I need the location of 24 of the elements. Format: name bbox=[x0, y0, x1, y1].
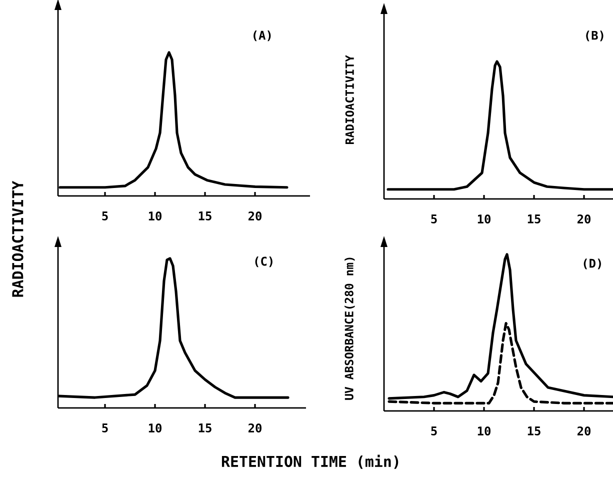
y-axis-title: RADIOACTIVITY bbox=[12, 180, 24, 297]
x-tick-label: 15 bbox=[198, 424, 212, 432]
x-tick-label: 5 bbox=[431, 214, 437, 224]
chart-title: (B) bbox=[586, 30, 604, 42]
chart-title: (D) bbox=[584, 258, 601, 270]
x-tick-label: 20 bbox=[577, 214, 590, 224]
x-tick-label: 15 bbox=[528, 214, 540, 224]
x-tick-label: 20 bbox=[577, 426, 590, 436]
x-tick-label: 10 bbox=[478, 214, 490, 224]
y-axis-title: RADIOACTIVITY bbox=[345, 55, 354, 144]
chart-title: (C) bbox=[255, 256, 272, 268]
x-tick-label: 15 bbox=[198, 212, 212, 220]
x-axis-title: RETENTION TIME (min) bbox=[222, 454, 398, 469]
x-tick-label: 10 bbox=[148, 212, 162, 221]
x-tick-label: 20 bbox=[248, 424, 262, 433]
x-tick-label: 5 bbox=[102, 212, 108, 220]
x-tick-label: 15 bbox=[528, 426, 540, 436]
x-tick-label: 5 bbox=[431, 426, 437, 436]
x-tick-label: 10 bbox=[478, 426, 490, 436]
x-tick-label: 20 bbox=[248, 212, 262, 221]
chart-title: (A) bbox=[254, 30, 271, 42]
x-tick-label: 10 bbox=[148, 424, 162, 433]
y-axis-title: UV ABSORBANCE(280 nm) bbox=[344, 258, 355, 400]
x-tick-label: 5 bbox=[102, 424, 108, 432]
